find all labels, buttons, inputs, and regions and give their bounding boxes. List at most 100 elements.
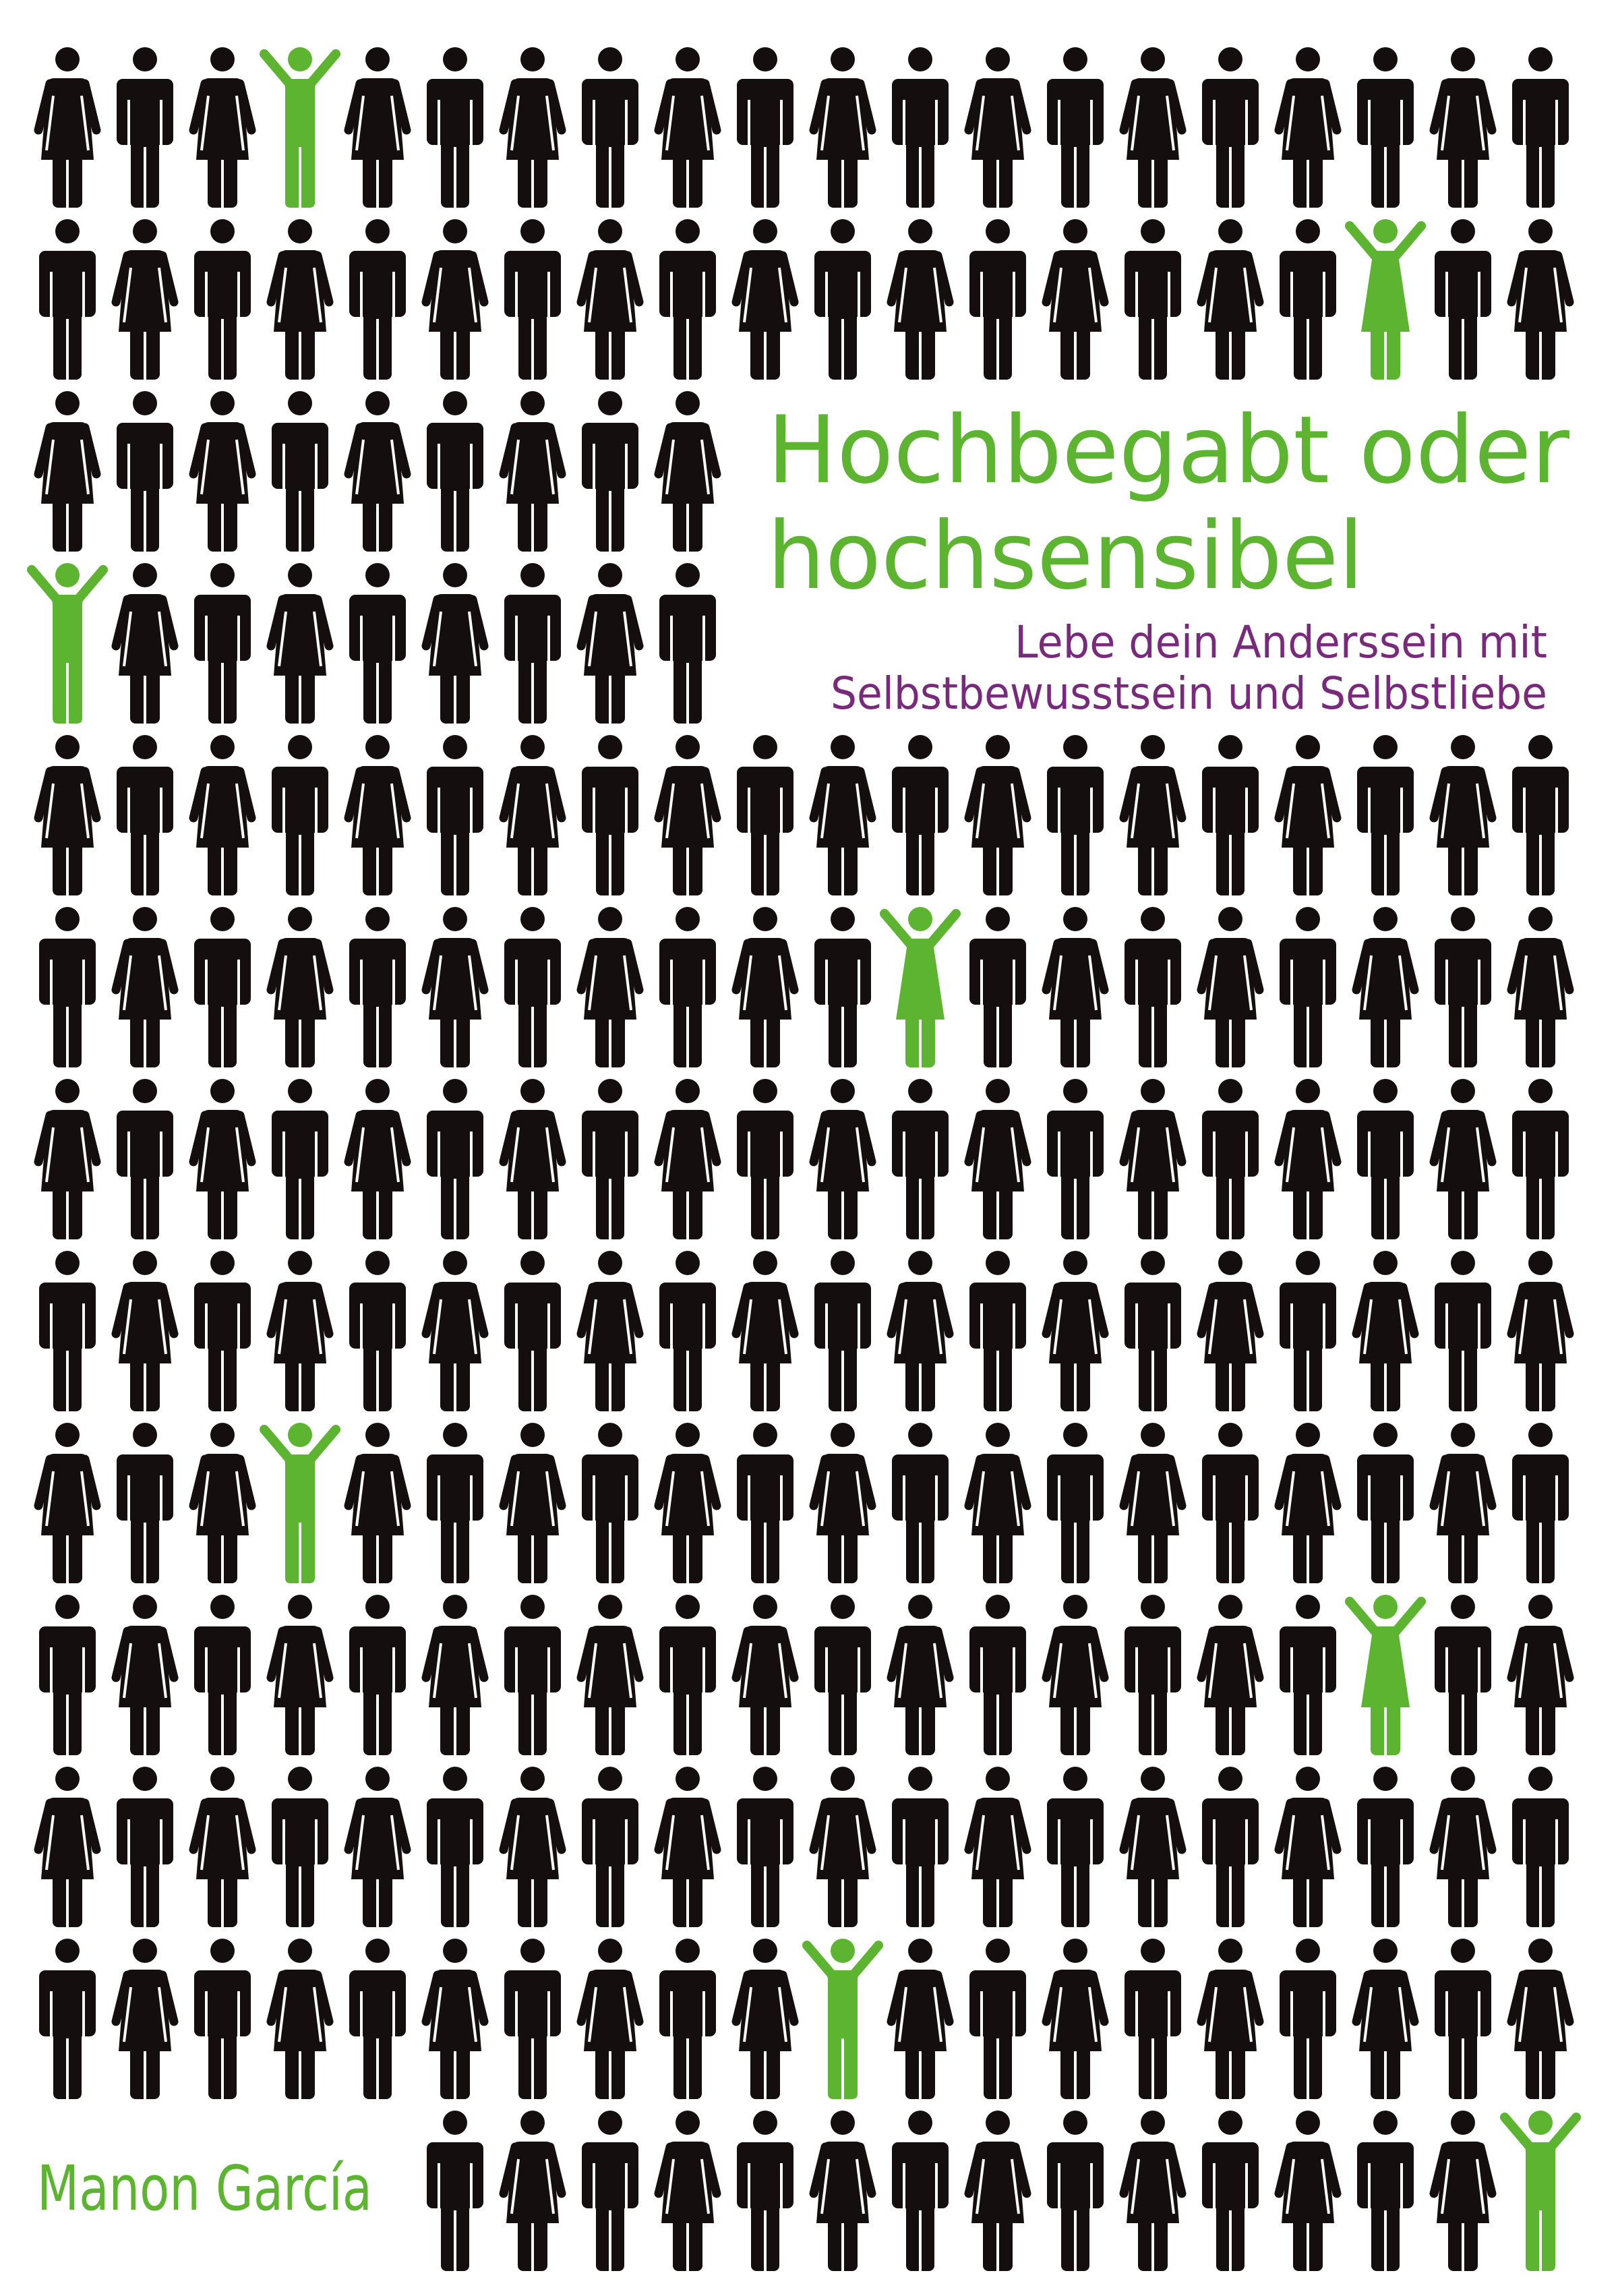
- man-icon: [1356, 1765, 1415, 1930]
- woman-icon: [1511, 219, 1569, 381]
- man-icon: [1046, 734, 1105, 898]
- man-icon: [1123, 218, 1182, 382]
- woman-icon: [193, 1767, 251, 1929]
- man-icon: [1511, 1765, 1570, 1930]
- man-icon: [1278, 1249, 1338, 1414]
- man-icon: [115, 1078, 175, 1242]
- man-icon: [425, 2109, 485, 2274]
- woman-icon: [969, 2111, 1027, 2272]
- man-icon: [968, 906, 1027, 1070]
- man-icon: [425, 1078, 485, 1242]
- man-icon: [580, 46, 640, 210]
- man-icon: [580, 390, 640, 554]
- woman-icon: [38, 1767, 96, 1929]
- woman-icon: [504, 391, 562, 553]
- man-icon: [425, 1765, 485, 1930]
- woman-icon: [581, 219, 639, 381]
- woman-icon: [736, 907, 794, 1069]
- man-icon: [1123, 906, 1182, 1070]
- woman-icon: [581, 563, 639, 725]
- man-icon: [193, 1249, 252, 1414]
- man-icon: [348, 1937, 407, 2102]
- man-icon: [580, 1078, 640, 1242]
- man-icon: [348, 1249, 407, 1414]
- woman-icon: [426, 219, 484, 381]
- man-icon: [891, 46, 950, 210]
- woman-icon: [1124, 735, 1182, 897]
- man-icon: [1511, 1421, 1570, 1586]
- man-icon: [1356, 1078, 1415, 1242]
- woman-icon: [581, 907, 639, 1069]
- woman-icon: [891, 1595, 949, 1757]
- woman-icon: [1356, 907, 1414, 1069]
- man-icon: [348, 218, 407, 382]
- man-icon: [270, 1765, 330, 1930]
- cheering-woman-icon: [1350, 219, 1421, 381]
- woman-icon: [1434, 1767, 1492, 1929]
- man-icon: [813, 1249, 872, 1414]
- man-icon: [1278, 218, 1338, 382]
- woman-icon: [271, 563, 329, 725]
- woman-icon: [504, 1423, 562, 1585]
- man-icon: [891, 1765, 950, 1930]
- man-icon: [193, 218, 252, 382]
- woman-icon: [1356, 1251, 1414, 1413]
- woman-icon: [1046, 1595, 1104, 1757]
- title-line-1: Hochbegabt oder: [767, 396, 1569, 504]
- man-icon: [503, 1249, 562, 1414]
- man-icon: [658, 1937, 717, 2102]
- man-icon: [1046, 1765, 1105, 1930]
- man-icon: [736, 1078, 795, 1242]
- man-icon: [1356, 46, 1415, 210]
- cheering-woman-icon: [1350, 1595, 1421, 1757]
- woman-icon: [38, 1079, 96, 1241]
- woman-icon: [38, 391, 96, 553]
- woman-icon: [1201, 1595, 1259, 1757]
- man-icon: [425, 1421, 485, 1586]
- man-icon: [348, 562, 407, 726]
- woman-icon: [969, 735, 1027, 897]
- woman-icon: [1279, 735, 1337, 897]
- man-icon: [891, 1078, 950, 1242]
- man-icon: [425, 46, 485, 210]
- man-icon: [736, 1765, 795, 1930]
- woman-icon: [426, 563, 484, 725]
- people-pattern: [32, 47, 1576, 2272]
- woman-icon: [1434, 1079, 1492, 1241]
- woman-icon: [1356, 1939, 1414, 2100]
- woman-icon: [426, 1939, 484, 2100]
- woman-icon: [426, 1251, 484, 1413]
- woman-icon: [1511, 1939, 1569, 2100]
- man-icon: [1278, 906, 1338, 1070]
- man-icon: [270, 1078, 330, 1242]
- woman-icon: [349, 1423, 407, 1585]
- woman-icon: [349, 47, 407, 209]
- man-icon: [193, 562, 252, 726]
- woman-icon: [349, 1767, 407, 1929]
- man-icon: [580, 734, 640, 898]
- woman-icon: [1201, 219, 1259, 381]
- man-icon: [580, 2109, 640, 2274]
- man-icon: [1201, 1078, 1260, 1242]
- man-icon: [1201, 1765, 1260, 1930]
- woman-icon: [271, 219, 329, 381]
- man-icon: [658, 1249, 717, 1414]
- man-icon: [425, 390, 485, 554]
- man-icon: [1433, 218, 1493, 382]
- man-icon: [1278, 1937, 1338, 2102]
- woman-icon: [814, 47, 872, 209]
- woman-icon: [38, 735, 96, 897]
- woman-icon: [349, 391, 407, 553]
- man-icon: [1123, 1249, 1182, 1414]
- man-icon: [193, 1937, 252, 2102]
- woman-icon: [736, 1251, 794, 1413]
- man-icon: [891, 2109, 950, 2274]
- woman-icon: [1201, 907, 1259, 1069]
- woman-icon: [1124, 2111, 1182, 2272]
- man-icon: [736, 2109, 795, 2274]
- title-line-2: hochsensibel: [767, 502, 1364, 610]
- man-icon: [1511, 734, 1570, 898]
- man-icon: [968, 1249, 1027, 1414]
- woman-icon: [1511, 907, 1569, 1069]
- man-icon: [1278, 1593, 1338, 1758]
